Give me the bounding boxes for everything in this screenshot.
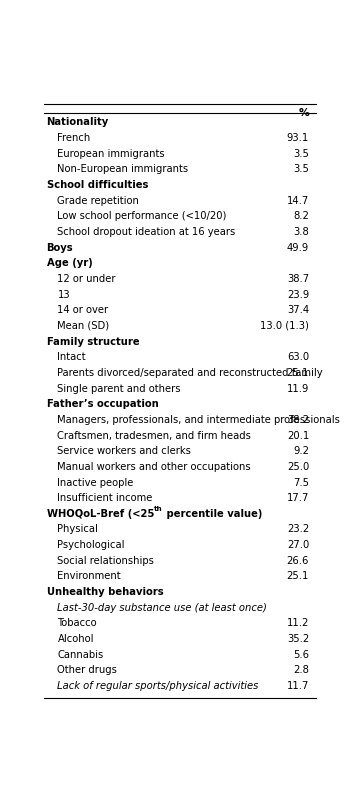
Text: Social relationships: Social relationships (58, 556, 154, 566)
Text: School difficulties: School difficulties (47, 180, 148, 190)
Text: 11.9: 11.9 (287, 384, 309, 394)
Text: 7.5: 7.5 (293, 478, 309, 487)
Text: School dropout ideation at 16 years: School dropout ideation at 16 years (58, 227, 236, 237)
Text: 25.1: 25.1 (287, 571, 309, 581)
Text: 63.0: 63.0 (287, 352, 309, 362)
Text: Manual workers and other occupations: Manual workers and other occupations (58, 462, 251, 472)
Text: 14.7: 14.7 (287, 195, 309, 206)
Text: 93.1: 93.1 (287, 133, 309, 143)
Text: 11.2: 11.2 (287, 619, 309, 628)
Text: Lack of regular sports/physical activities: Lack of regular sports/physical activiti… (58, 681, 259, 691)
Text: Age (yr): Age (yr) (47, 259, 92, 268)
Text: Psychological: Psychological (58, 540, 125, 550)
Text: French: French (58, 133, 91, 143)
Text: Inactive people: Inactive people (58, 478, 134, 487)
Text: 27.0: 27.0 (287, 540, 309, 550)
Text: Insufficient income: Insufficient income (58, 493, 153, 503)
Text: European immigrants: European immigrants (58, 149, 165, 159)
Text: Alcohol: Alcohol (58, 634, 94, 644)
Text: 26.6: 26.6 (287, 556, 309, 566)
Text: 14 or over: 14 or over (58, 305, 108, 316)
Text: Environment: Environment (58, 571, 121, 581)
Text: Parents divorced/separated and reconstructed family: Parents divorced/separated and reconstru… (58, 368, 323, 378)
Text: Managers, professionals, and intermediate professionals: Managers, professionals, and intermediat… (58, 415, 340, 425)
Text: 25.1: 25.1 (287, 368, 309, 378)
Text: 20.1: 20.1 (287, 430, 309, 441)
Text: Low school performance (<10/20): Low school performance (<10/20) (58, 211, 227, 221)
Text: 5.6: 5.6 (293, 649, 309, 660)
Text: 38.2: 38.2 (287, 415, 309, 425)
Text: 12 or under: 12 or under (58, 274, 116, 284)
Text: 37.4: 37.4 (287, 305, 309, 316)
Text: 11.7: 11.7 (287, 681, 309, 691)
Text: Last-30-day substance use (at least once): Last-30-day substance use (at least once… (58, 603, 267, 613)
Text: 3.5: 3.5 (293, 165, 309, 175)
Text: Nationality: Nationality (47, 117, 109, 127)
Text: 38.7: 38.7 (287, 274, 309, 284)
Text: 3.8: 3.8 (293, 227, 309, 237)
Text: 25.0: 25.0 (287, 462, 309, 472)
Text: 9.2: 9.2 (293, 446, 309, 456)
Text: 13: 13 (58, 290, 70, 300)
Text: 3.5: 3.5 (293, 149, 309, 159)
Text: 49.9: 49.9 (287, 243, 309, 252)
Text: 35.2: 35.2 (287, 634, 309, 644)
Text: Mean (SD): Mean (SD) (58, 321, 110, 331)
Text: Father’s occupation: Father’s occupation (47, 399, 158, 409)
Text: percentile value): percentile value) (163, 509, 262, 519)
Text: 13.0 (1.3): 13.0 (1.3) (260, 321, 309, 331)
Text: Boys: Boys (47, 243, 73, 252)
Text: Other drugs: Other drugs (58, 665, 117, 676)
Text: Craftsmen, tradesmen, and firm heads: Craftsmen, tradesmen, and firm heads (58, 430, 251, 441)
Text: Single parent and others: Single parent and others (58, 384, 181, 394)
Text: Intact: Intact (58, 352, 86, 362)
Text: Grade repetition: Grade repetition (58, 195, 139, 206)
Text: Tobacco: Tobacco (58, 619, 97, 628)
Text: Physical: Physical (58, 524, 98, 535)
Text: Non-European immigrants: Non-European immigrants (58, 165, 188, 175)
Text: 8.2: 8.2 (293, 211, 309, 221)
Text: Cannabis: Cannabis (58, 649, 104, 660)
Text: %: % (298, 108, 309, 118)
Text: Unhealthy behaviors: Unhealthy behaviors (47, 587, 163, 597)
Text: th: th (154, 505, 163, 512)
Text: 23.9: 23.9 (287, 290, 309, 300)
Text: 23.2: 23.2 (287, 524, 309, 535)
Text: Service workers and clerks: Service workers and clerks (58, 446, 191, 456)
Text: 17.7: 17.7 (287, 493, 309, 503)
Text: WHOQoL-Bref (<25: WHOQoL-Bref (<25 (47, 509, 154, 519)
Text: 2.8: 2.8 (293, 665, 309, 676)
Text: Family structure: Family structure (47, 337, 139, 346)
